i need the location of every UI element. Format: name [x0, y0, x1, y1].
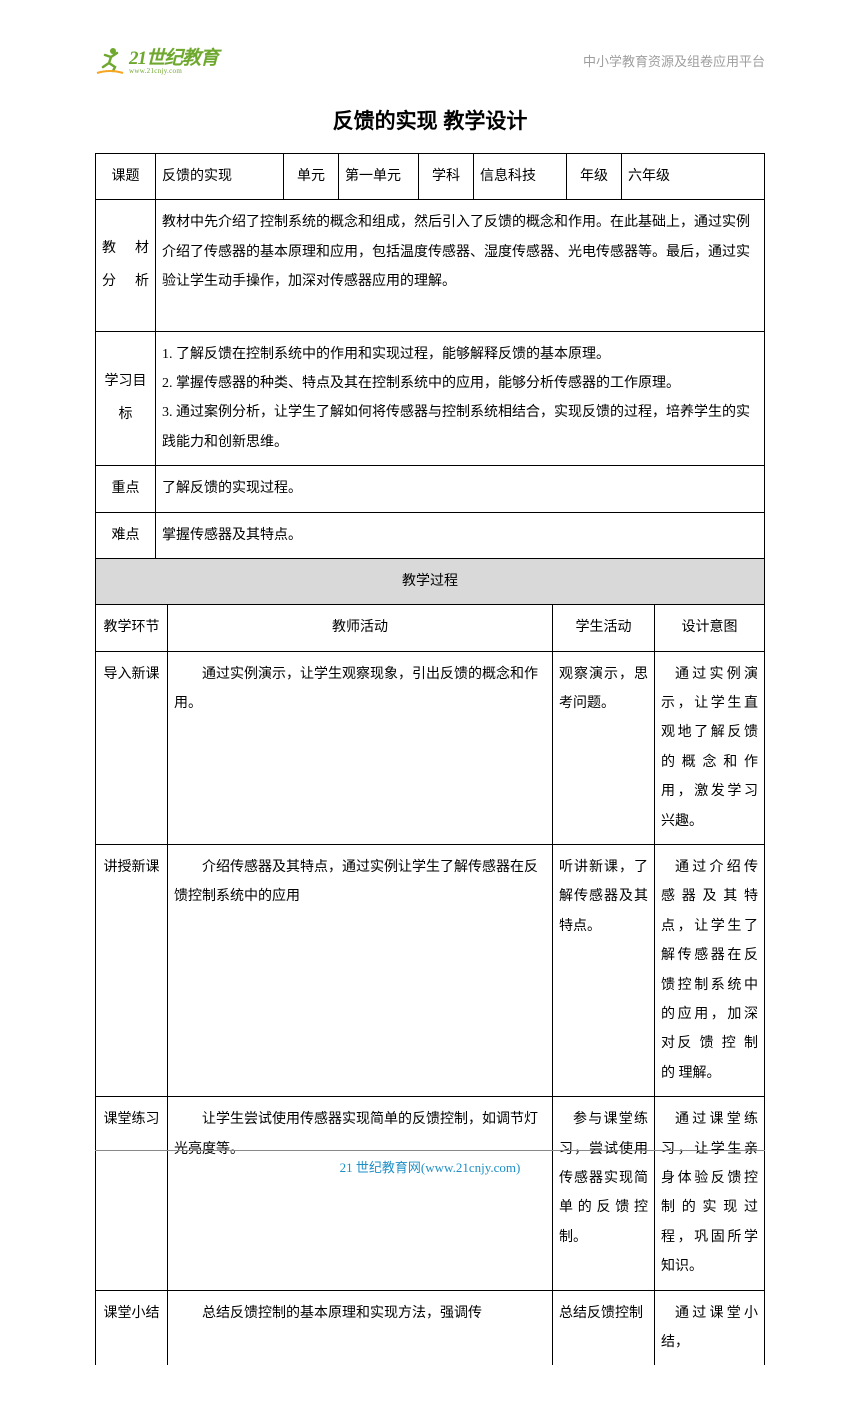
footer-prefix: 21 世纪教育网 — [340, 1160, 421, 1175]
material-label: 教 材 分 析 — [96, 200, 156, 331]
info-row-keypoint: 重点 了解反馈的实现过程。 — [96, 466, 765, 512]
teacher-cell: 通过实例演示，让学生观察现象，引出反馈的概念和作用。 — [168, 651, 553, 844]
table-row: 课堂小结 总结反馈控制的基本原理和实现方法，强调传 总结反馈控制 通过课堂小结， — [96, 1290, 765, 1365]
logo: 21世纪教育 www.21cnjy.com — [95, 45, 218, 75]
difficulty-label: 难点 — [96, 512, 156, 558]
col-student: 学生活动 — [553, 605, 655, 651]
objective-label: 学习目标 — [96, 331, 156, 466]
stage-cell: 导入新课 — [96, 651, 168, 844]
stage-cell: 讲授新课 — [96, 845, 168, 1097]
process-header-row: 教学过程 — [96, 558, 765, 604]
process-header: 教学过程 — [96, 558, 765, 604]
subject-label: 学科 — [419, 154, 474, 200]
intent-cell: 通过课堂练习，让学生亲身体验反馈控制的实现过程，巩固所学知识。 — [655, 1097, 765, 1290]
header-platform-text: 中小学教育资源及组卷应用平台 — [583, 51, 765, 70]
subject-value: 信息科技 — [474, 154, 567, 200]
objective-2: 2. 掌握传感器的种类、特点及其在控制系统中的应用，能够分析传感器的工作原理。 — [162, 369, 758, 398]
grade-value: 六年级 — [622, 154, 765, 200]
stage-cell: 课堂小结 — [96, 1290, 168, 1365]
topic-label: 课题 — [96, 154, 156, 200]
page-header: 21世纪教育 www.21cnjy.com 中小学教育资源及组卷应用平台 — [95, 45, 765, 75]
info-row-material: 教 材 分 析 教材中先介绍了控制系统的概念和组成，然后引入了反馈的概念和作用。… — [96, 200, 765, 331]
objective-3: 3. 通过案例分析，让学生了解如何将传感器与控制系统相结合，实现反馈的过程，培养… — [162, 398, 758, 457]
keypoint-value: 了解反馈的实现过程。 — [156, 466, 765, 512]
col-teacher: 教师活动 — [168, 605, 553, 651]
unit-label: 单元 — [284, 154, 339, 200]
footer-divider — [95, 1150, 765, 1151]
runner-icon — [95, 45, 125, 75]
col-stage: 教学环节 — [96, 605, 168, 651]
lesson-plan-table: 课题 反馈的实现 单元 第一单元 学科 信息科技 年级 六年级 教 材 分 析 … — [95, 153, 765, 605]
info-row-difficulty: 难点 掌握传感器及其特点。 — [96, 512, 765, 558]
student-cell: 听讲新课，了解传感器及其特点。 — [553, 845, 655, 1097]
table-row: 导入新课 通过实例演示，让学生观察现象，引出反馈的概念和作用。 观察演示，思考问… — [96, 651, 765, 844]
info-row-topic: 课题 反馈的实现 单元 第一单元 学科 信息科技 年级 六年级 — [96, 154, 765, 200]
page-footer: 21 世纪教育网(www.21cnjy.com) — [95, 1150, 765, 1176]
table-row: 讲授新课 介绍传感器及其特点，通过实例让学生了解传感器在反馈控制系统中的应用 听… — [96, 845, 765, 1097]
logo-main-text: 21世纪教育 — [129, 49, 218, 68]
document-page: 21世纪教育 www.21cnjy.com 中小学教育资源及组卷应用平台 反馈的… — [0, 0, 860, 1425]
intent-cell: 通过实例演示，让学生直观地了解反馈的概念和作用，激发学习兴趣。 — [655, 651, 765, 844]
intent-cell: 通过课堂小结， — [655, 1290, 765, 1365]
topic-value: 反馈的实现 — [156, 154, 284, 200]
difficulty-value: 掌握传感器及其特点。 — [156, 512, 765, 558]
col-intent: 设计意图 — [655, 605, 765, 651]
material-value: 教材中先介绍了控制系统的概念和组成，然后引入了反馈的概念和作用。在此基础上，通过… — [156, 200, 765, 331]
process-table: 教学环节 教师活动 学生活动 设计意图 导入新课 通过实例演示，让学生观察现象，… — [95, 605, 765, 1365]
stage-cell: 课堂练习 — [96, 1097, 168, 1290]
grade-label: 年级 — [567, 154, 622, 200]
table-row: 课堂练习 让学生尝试使用传感器实现简单的反馈控制，如调节灯光亮度等。 参与课堂练… — [96, 1097, 765, 1290]
objective-value: 1. 了解反馈在控制系统中的作用和实现过程，能够解释反馈的基本原理。 2. 掌握… — [156, 331, 765, 466]
teacher-cell: 总结反馈控制的基本原理和实现方法，强调传 — [168, 1290, 553, 1365]
unit-value: 第一单元 — [339, 154, 419, 200]
page-title: 反馈的实现 教学设计 — [95, 105, 765, 135]
teacher-cell: 介绍传感器及其特点，通过实例让学生了解传感器在反馈控制系统中的应用 — [168, 845, 553, 1097]
student-cell: 观察演示，思考问题。 — [553, 651, 655, 844]
footer-text: 21 世纪教育网(www.21cnjy.com) — [95, 1157, 765, 1176]
footer-url: (www.21cnjy.com) — [421, 1160, 520, 1175]
keypoint-label: 重点 — [96, 466, 156, 512]
info-row-objective: 学习目标 1. 了解反馈在控制系统中的作用和实现过程，能够解释反馈的基本原理。 … — [96, 331, 765, 466]
teacher-cell: 让学生尝试使用传感器实现简单的反馈控制，如调节灯光亮度等。 — [168, 1097, 553, 1290]
logo-text: 21世纪教育 www.21cnjy.com — [129, 49, 218, 75]
intent-cell: 通过介绍传感器及其特点，让学生了解传感器在反馈控制系统中的应用，加深对反 馈 控… — [655, 845, 765, 1097]
logo-sub-text: www.21cnjy.com — [129, 68, 218, 75]
process-column-header: 教学环节 教师活动 学生活动 设计意图 — [96, 605, 765, 651]
objective-1: 1. 了解反馈在控制系统中的作用和实现过程，能够解释反馈的基本原理。 — [162, 340, 758, 369]
student-cell: 总结反馈控制 — [553, 1290, 655, 1365]
student-cell: 参与课堂练习，尝试使用传感器实现简单 的 反 馈 控制。 — [553, 1097, 655, 1290]
